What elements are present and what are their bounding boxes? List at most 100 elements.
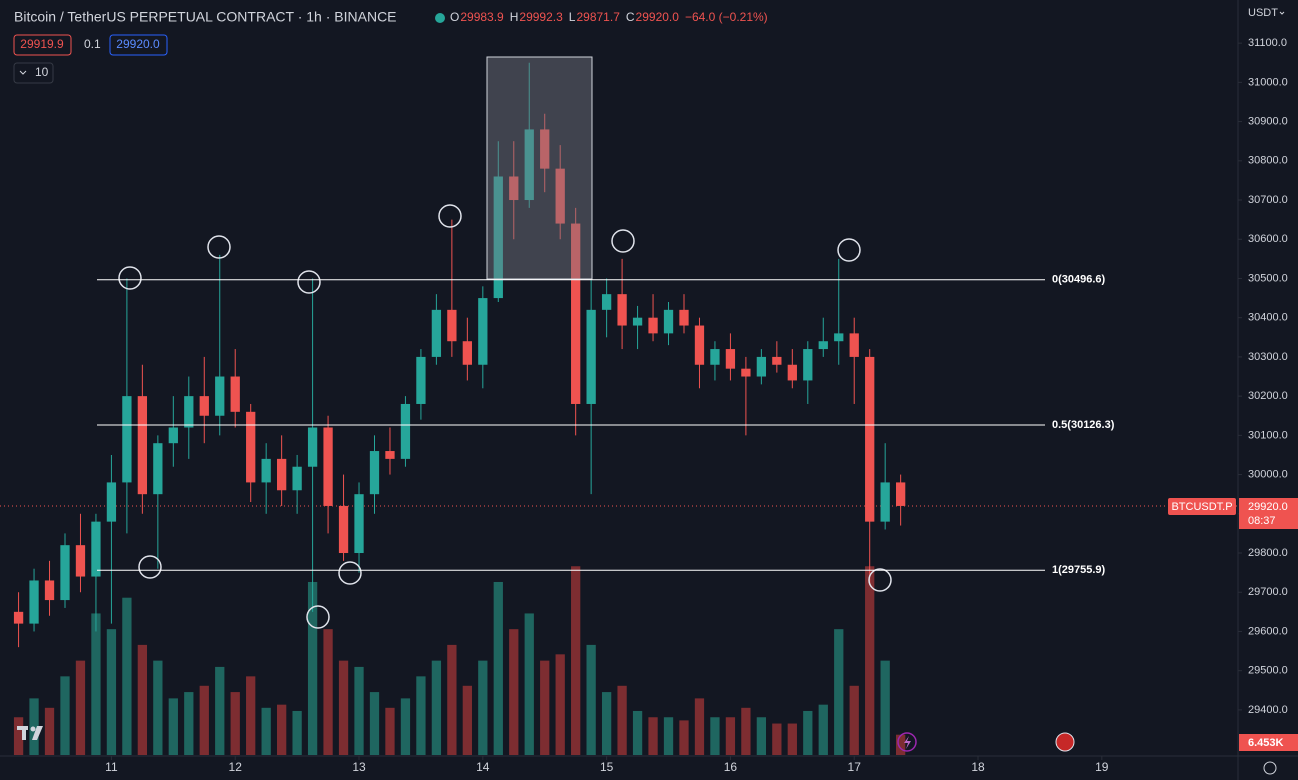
y-tick-label: 29400.0 — [1248, 704, 1288, 716]
event-flag[interactable] — [1055, 732, 1075, 752]
candle-body — [168, 427, 178, 444]
candle-body — [354, 494, 364, 554]
candle-body — [493, 176, 503, 299]
volume-bar — [292, 710, 302, 755]
circle[interactable] — [297, 270, 321, 294]
ask-box[interactable] — [109, 34, 168, 56]
candle-body — [725, 349, 736, 369]
circle[interactable] — [611, 229, 635, 253]
volume-bar — [168, 698, 178, 755]
volume-bar — [44, 707, 55, 755]
candle-body — [787, 364, 797, 381]
y-tick-label: 30200.0 — [1248, 390, 1288, 402]
volume-bar — [106, 629, 117, 755]
x-tick-label: 19 — [1095, 760, 1109, 774]
candle-body — [648, 317, 658, 334]
y-tick-label: 30800.0 — [1248, 155, 1288, 167]
highlight-rect[interactable] — [486, 56, 593, 280]
candle-body — [601, 294, 612, 310]
candle-body — [849, 333, 859, 357]
circle[interactable] — [118, 266, 142, 290]
candle-body — [756, 356, 767, 377]
volume-bar — [880, 660, 890, 755]
circle[interactable] — [438, 204, 462, 228]
candle-body — [803, 349, 813, 381]
settings-icon[interactable] — [1263, 761, 1277, 775]
candle-body — [632, 317, 643, 326]
candle-body — [540, 129, 550, 169]
change: −64.0 (−0.21%) — [685, 10, 768, 24]
y-tick-label: 29600.0 — [1248, 625, 1288, 637]
y-tick-label: 30100.0 — [1248, 429, 1288, 441]
circle[interactable] — [207, 235, 231, 259]
circles[interactable] — [118, 204, 892, 629]
y-tick-label: 30900.0 — [1248, 115, 1288, 127]
fib-retracement[interactable]: 0(30496.6) 0.5(30126.3) 1(29755.9) — [97, 274, 1115, 577]
ohlc-value: 29983.9 — [460, 10, 504, 24]
candle-body — [215, 376, 225, 416]
volume-bar — [865, 566, 875, 755]
y-tick-label: 30600.0 — [1248, 233, 1288, 245]
volume-bar — [787, 723, 797, 755]
y-tick-label: 30300.0 — [1248, 351, 1288, 363]
candle-body — [153, 443, 163, 495]
volume-bar — [261, 707, 271, 755]
volume-bar — [710, 717, 720, 755]
volume-bar — [756, 717, 767, 755]
currency[interactable]: USDT — [1248, 7, 1278, 19]
volume-bar — [153, 660, 163, 755]
candle-body — [447, 309, 457, 342]
volume-bar — [60, 676, 70, 755]
circle[interactable] — [338, 561, 362, 585]
volume-bar — [75, 660, 86, 755]
circle[interactable] — [306, 605, 330, 629]
candle-body — [679, 309, 689, 326]
y-tick-label: 29700.0 — [1248, 586, 1288, 598]
candle-body — [478, 298, 488, 365]
ohlc-legend: O 29983.9 H 29992.3 L 29871.7 C 29920.0 −64.0 (−… — [450, 10, 768, 24]
volume-bar — [679, 720, 689, 755]
volume-bar — [91, 613, 101, 755]
candle-body — [741, 368, 751, 377]
circle[interactable] — [868, 568, 892, 592]
candle-body — [29, 580, 39, 624]
candle-body — [122, 396, 132, 483]
circle[interactable] — [837, 238, 861, 262]
circle[interactable] — [138, 555, 162, 579]
volume-bar — [663, 717, 674, 755]
volume-bar — [540, 660, 550, 755]
volume-bar — [400, 698, 411, 755]
volume-bar — [586, 644, 596, 755]
volume-bar — [122, 597, 132, 755]
volume-tag: 6.453K — [1248, 737, 1284, 749]
volume-bar — [725, 717, 736, 755]
x-tick-label: 16 — [724, 760, 738, 774]
alert-icon[interactable] — [897, 732, 917, 752]
volume-bar — [338, 660, 349, 755]
volume-bar — [617, 685, 627, 755]
volume — [13, 566, 906, 755]
volume-bar — [772, 723, 782, 755]
candle-body — [338, 505, 349, 554]
volume-bar — [601, 692, 612, 755]
indicators-box[interactable] — [13, 62, 54, 84]
bid-box[interactable] — [13, 34, 72, 56]
x-tick-label: 18 — [971, 760, 985, 774]
y-tick-label: 29500.0 — [1248, 665, 1288, 677]
ohlc-value: 29920.0 — [636, 10, 680, 24]
volume-bar — [632, 710, 643, 755]
candle-body — [431, 309, 442, 357]
chart-title: Bitcoin / TetherUS PERPETUAL CONTRACT · … — [14, 9, 397, 25]
grid — [0, 42, 1242, 760]
volume-bar — [29, 698, 39, 755]
volume-bar — [369, 692, 380, 755]
y-tick-label: 30000.0 — [1248, 468, 1288, 480]
ohlc-key: O — [450, 10, 459, 24]
bid: 29919.9 — [20, 37, 64, 51]
x-tick-label: 17 — [848, 760, 862, 774]
candle-body — [710, 349, 720, 365]
candle-body — [277, 458, 287, 491]
candle-body — [818, 341, 828, 350]
